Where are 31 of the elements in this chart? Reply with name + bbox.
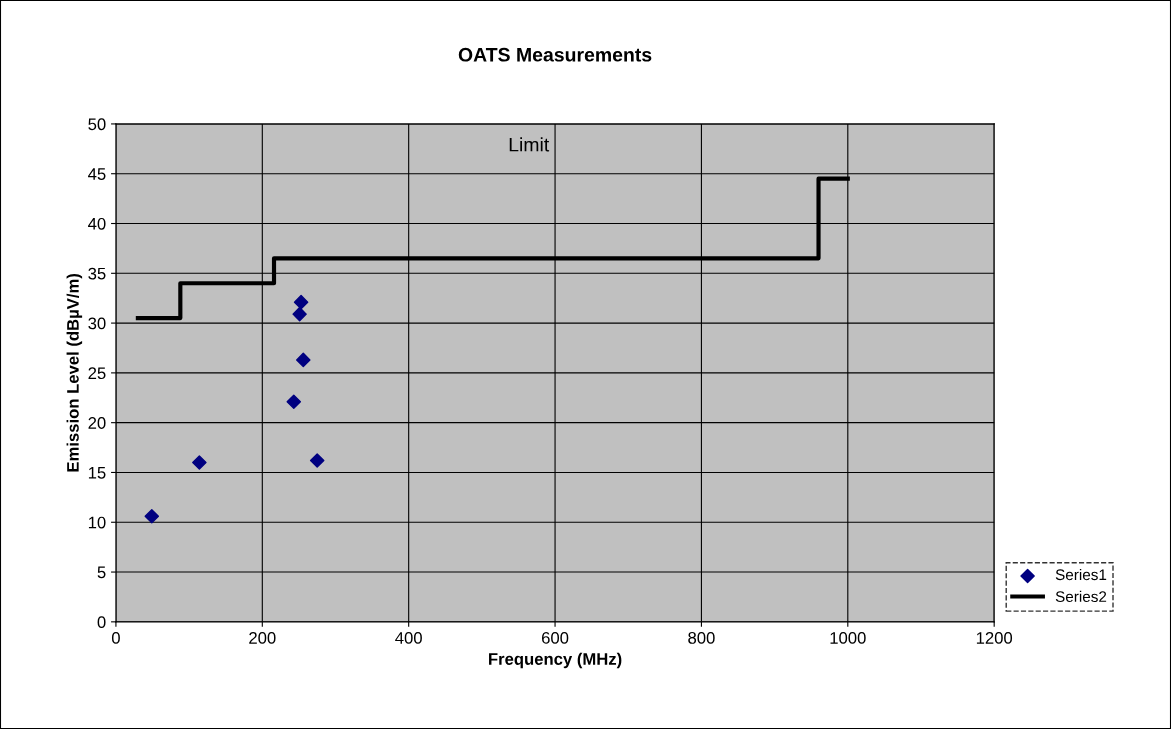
y-tick-label: 35 xyxy=(88,267,106,280)
x-tick-label: 0 xyxy=(111,632,120,644)
y-tick-label: 5 xyxy=(97,566,106,579)
x-tick-label: 400 xyxy=(395,632,422,644)
y-tick-label: 50 xyxy=(88,118,106,131)
point xyxy=(309,453,325,468)
x-tick-label: 1200 xyxy=(976,632,1013,644)
point xyxy=(144,508,160,524)
y-tick-label: 40 xyxy=(88,217,106,230)
y-tick-label: 25 xyxy=(88,367,106,380)
y-tick-label: 20 xyxy=(88,417,106,429)
point xyxy=(296,352,311,368)
y-tick-label: 10 xyxy=(88,516,106,529)
x-tick-label: 1000 xyxy=(830,632,866,644)
y-axis-title: Emission Level (dBµV/m) xyxy=(66,273,83,472)
x-tick-label: 800 xyxy=(688,632,715,644)
x-tick-label: 200 xyxy=(249,632,276,644)
point xyxy=(286,394,302,410)
y-tick-label: 45 xyxy=(88,168,106,180)
point xyxy=(293,294,309,310)
x-tick-label: 600 xyxy=(542,632,569,644)
y-tick-label: 15 xyxy=(88,467,106,479)
legend-label: Series1 xyxy=(1055,568,1107,581)
legend-label: Series2 xyxy=(1055,590,1107,603)
x-axis-title: Frequency (MHz) xyxy=(489,652,622,669)
y-tick-label: 30 xyxy=(88,317,106,330)
point xyxy=(292,306,307,322)
chart-title: OATS Measurements xyxy=(458,47,652,62)
y-tick-label: 0 xyxy=(97,616,106,629)
annotation: Limit xyxy=(509,137,550,152)
point xyxy=(192,455,207,470)
